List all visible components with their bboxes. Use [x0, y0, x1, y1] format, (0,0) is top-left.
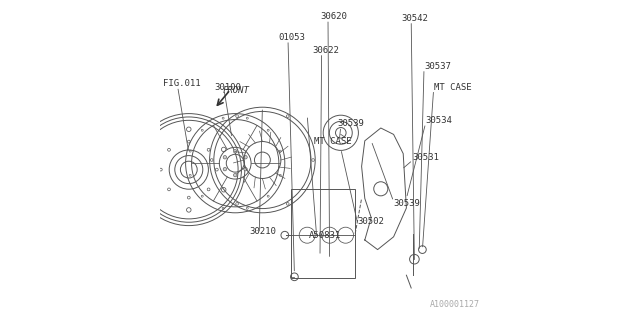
- Text: 30534: 30534: [426, 116, 452, 125]
- Text: 01053: 01053: [278, 33, 305, 42]
- Text: A100001127: A100001127: [429, 300, 479, 309]
- Text: FIG.011: FIG.011: [163, 79, 201, 88]
- Circle shape: [234, 149, 237, 153]
- Text: 30542: 30542: [402, 14, 428, 23]
- Circle shape: [244, 156, 247, 159]
- Text: 30100: 30100: [214, 83, 241, 92]
- Text: A50831: A50831: [309, 231, 341, 240]
- Text: 30537: 30537: [424, 62, 451, 71]
- Circle shape: [244, 167, 247, 171]
- Text: 30539: 30539: [394, 199, 420, 208]
- Circle shape: [223, 167, 227, 171]
- Text: FRONT: FRONT: [223, 86, 249, 95]
- Text: 30539: 30539: [338, 119, 364, 128]
- Text: MT CASE: MT CASE: [434, 83, 471, 92]
- Text: 30531: 30531: [413, 153, 440, 162]
- Circle shape: [223, 156, 227, 159]
- Text: MT CASE: MT CASE: [314, 137, 351, 146]
- Text: 30502: 30502: [358, 217, 385, 226]
- Text: 30622: 30622: [312, 46, 339, 55]
- Text: 30210: 30210: [250, 227, 276, 236]
- Text: 30620: 30620: [320, 12, 347, 21]
- Circle shape: [234, 173, 237, 177]
